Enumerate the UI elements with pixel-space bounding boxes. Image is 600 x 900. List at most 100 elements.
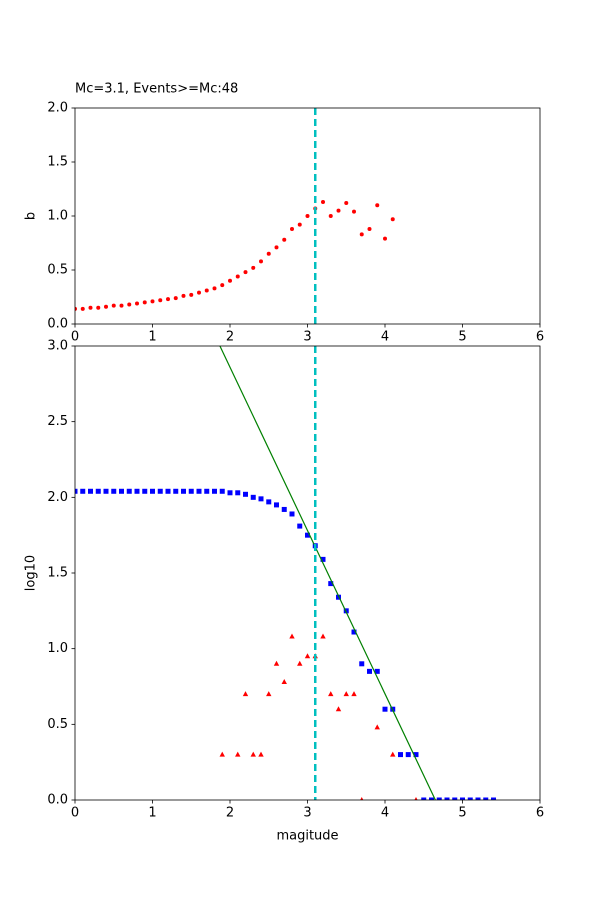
- point: [88, 488, 93, 494]
- x-tick-label: 5: [458, 806, 466, 821]
- y-tick-label: 0.5: [47, 717, 68, 732]
- y-tick-label: 2.0: [47, 101, 68, 116]
- point: [413, 752, 419, 758]
- point: [374, 668, 380, 674]
- point: [328, 214, 333, 218]
- point: [398, 752, 403, 758]
- point: [173, 488, 179, 494]
- point: [343, 691, 349, 697]
- point: [266, 691, 272, 697]
- point: [219, 488, 225, 494]
- point: [250, 494, 256, 500]
- point: [119, 488, 124, 494]
- point: [189, 292, 194, 297]
- point: [436, 797, 442, 800]
- subplot: Mc=3.1, Events>=Mc:48 b 0 1 2 3 4 5 6 0.0 0.5 1.0 1.…: [24, 82, 545, 345]
- plot-area: [75, 108, 395, 324]
- point: [103, 488, 109, 494]
- point: [483, 797, 489, 800]
- point: [304, 653, 311, 659]
- point: [134, 488, 140, 494]
- point: [351, 691, 357, 697]
- point: [158, 298, 163, 303]
- point: [297, 222, 302, 227]
- point: [95, 488, 101, 494]
- point: [375, 203, 380, 208]
- subplot: log10 magitude 0 1 2 3 4 5 6 0.0 0.5 1.0 1.5 2.0 2.5 3.…: [24, 339, 545, 844]
- point: [127, 302, 132, 307]
- point: [374, 724, 380, 730]
- point: [173, 296, 178, 301]
- point: [460, 797, 465, 800]
- y-tick-label: 0.5: [47, 263, 68, 278]
- y-tick-label: 1.5: [47, 155, 68, 170]
- x-tick-label: 2: [226, 330, 234, 345]
- point: [235, 274, 240, 279]
- x-tick-label: 4: [381, 330, 389, 345]
- point: [390, 751, 396, 757]
- point: [390, 217, 395, 222]
- point: [266, 251, 271, 256]
- y-tick-label: 0.0: [47, 793, 68, 808]
- point: [290, 226, 294, 231]
- point: [359, 232, 364, 237]
- point: [251, 265, 256, 270]
- y-axis-label: b: [24, 212, 39, 220]
- axes-frame: [74, 107, 541, 325]
- y-tick-label: 3.0: [47, 339, 68, 354]
- point: [80, 488, 86, 494]
- point: [266, 499, 272, 505]
- point: [320, 633, 326, 639]
- point: [204, 288, 209, 293]
- axes-frame: [74, 345, 541, 801]
- point: [320, 556, 326, 562]
- point: [119, 303, 124, 308]
- point: [321, 199, 325, 204]
- x-tick-label: 1: [148, 806, 156, 821]
- x-tick-label: 5: [458, 330, 466, 345]
- point: [104, 304, 108, 309]
- point: [96, 305, 101, 310]
- point: [150, 488, 155, 494]
- y-tick-label: 1.0: [47, 641, 68, 656]
- point: [243, 270, 248, 275]
- x-tick-label: 0: [71, 330, 79, 345]
- point: [157, 488, 163, 494]
- point: [165, 488, 171, 494]
- point: [367, 668, 372, 674]
- point: [328, 691, 334, 697]
- point: [429, 797, 434, 800]
- point: [344, 201, 349, 206]
- point: [212, 286, 217, 291]
- point: [491, 797, 496, 800]
- point: [328, 581, 334, 587]
- point: [126, 488, 132, 494]
- point: [289, 633, 295, 639]
- point: [281, 678, 287, 684]
- point: [444, 797, 450, 800]
- point: [335, 706, 342, 712]
- point: [181, 488, 186, 494]
- point: [475, 797, 481, 800]
- y-tick-label: 2.0: [47, 490, 68, 505]
- x-tick-label: 0: [71, 806, 79, 821]
- point: [359, 661, 365, 667]
- point: [220, 283, 225, 288]
- x-tick-label: 3: [303, 330, 311, 345]
- chart-title: Mc=3.1, Events>=Mc:48: [75, 82, 238, 97]
- point: [204, 488, 210, 494]
- point: [274, 502, 279, 508]
- y-tick-label: 2.5: [47, 414, 68, 429]
- y-tick-label: 1.5: [47, 566, 68, 581]
- point: [467, 797, 473, 800]
- point: [219, 751, 225, 757]
- point: [75, 306, 77, 311]
- plot-area: [75, 346, 496, 800]
- x-axis-label: magitude: [276, 829, 338, 844]
- point: [235, 751, 241, 757]
- point: [150, 299, 155, 304]
- point: [421, 797, 427, 800]
- point: [351, 629, 357, 635]
